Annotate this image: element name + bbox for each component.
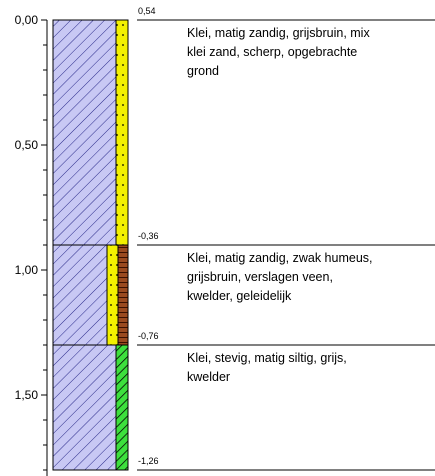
level-label: -0,76: [138, 331, 159, 341]
layer-description: Klei, matig zandig, grijsbruin, mix: [187, 26, 370, 40]
soil-sand: [115, 19, 129, 246]
depth-label: 0,50: [15, 138, 39, 152]
depth-label: 1,50: [15, 388, 39, 402]
layer-description: kwelder, geleidelijk: [187, 289, 292, 303]
soil-sand: [106, 244, 119, 346]
soil-peat: [117, 244, 129, 346]
level-label: 0,54: [138, 6, 156, 16]
layer-description: klei zand, scherp, opgebrachte: [187, 45, 357, 59]
soil-clay: [52, 19, 117, 246]
depth-label: 1,00: [15, 263, 39, 277]
soil-clay: [52, 344, 117, 471]
soil-silt: [115, 344, 129, 471]
depth-label: 0,00: [15, 13, 39, 27]
layer-description: Klei, matig zandig, zwak humeus,: [187, 251, 373, 265]
layer-description: Klei, stevig, matig siltig, grijs,: [187, 351, 347, 365]
level-label: -1,26: [138, 456, 159, 466]
level-label: -0,36: [138, 231, 159, 241]
soil-clay: [52, 244, 108, 346]
layer-description: grijsbruin, verslagen veen,: [187, 270, 333, 284]
layer-description: kwelder: [187, 370, 230, 384]
layer-description: grond: [187, 64, 219, 78]
